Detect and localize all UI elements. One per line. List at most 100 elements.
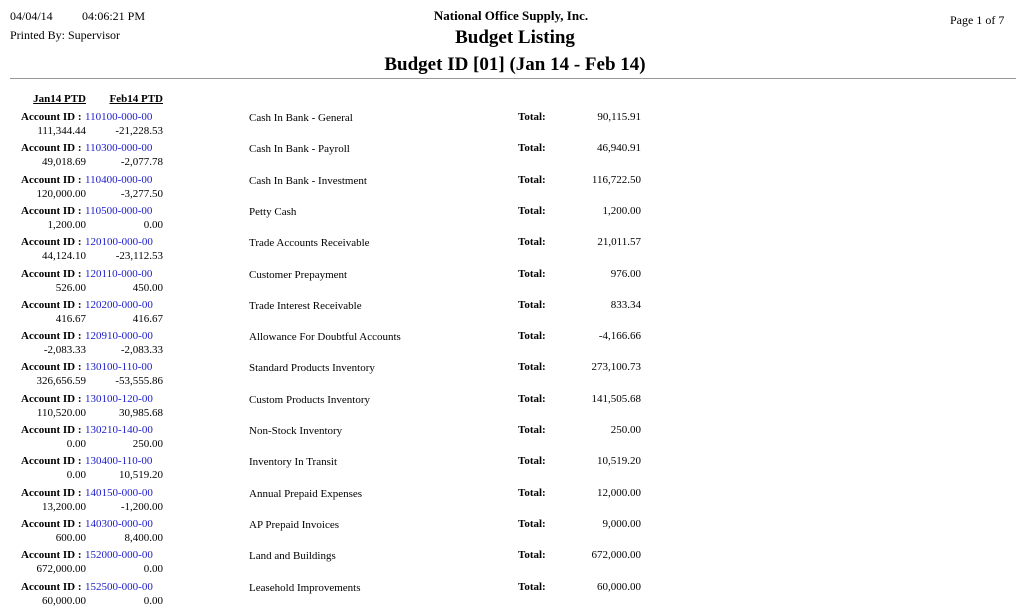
account-id-label: Account ID :: [21, 486, 82, 499]
total-label: Total:: [518, 580, 546, 593]
jan-ptd-value: 1,200.00: [47, 218, 87, 231]
total-label: Total:: [518, 236, 546, 249]
report-title: Budget Listing: [455, 27, 575, 48]
account-id-link[interactable]: 110100-000-00: [85, 111, 153, 123]
total-value: 976.00: [610, 267, 641, 280]
account-id-link[interactable]: 120200-000-00: [85, 298, 153, 311]
jan-ptd-value: 526.00: [55, 281, 86, 294]
total-value: 141,505.68: [591, 392, 642, 405]
table-row: Account ID :130210-140-00 0.00 250.00 Non-S…: [0, 424, 700, 455]
account-description: Cash In Bank - Payroll: [249, 143, 350, 156]
account-description: Non-Stock Inventory: [249, 425, 343, 437]
jan-ptd-value: 110,520.00: [36, 406, 86, 419]
print-time: 04:06:21 PM: [82, 9, 146, 23]
header-divider: [10, 78, 1016, 79]
account-id-link[interactable]: 110500-000-00: [85, 204, 153, 217]
jan-ptd-value: 416.67: [55, 312, 86, 325]
account-id-label: Account ID :: [21, 361, 82, 374]
account-id-label: Account ID :: [21, 517, 82, 530]
company-name: National Office Supply, Inc.: [433, 8, 589, 23]
account-id-link[interactable]: 130100-110-00: [85, 361, 153, 374]
account-id-link[interactable]: 120910-000-00: [85, 330, 153, 343]
account-id-label: Account ID :: [21, 549, 82, 562]
total-label: Total:: [518, 111, 546, 123]
account-id-link[interactable]: 130210-140-00: [85, 424, 153, 436]
printed-by: Printed By: Supervisor: [10, 28, 120, 42]
feb-ptd-value: -53,555.86: [115, 375, 163, 388]
account-id-link[interactable]: 152500-000-00: [85, 580, 153, 593]
account-description: Trade Interest Receivable: [249, 299, 362, 312]
account-id-link[interactable]: 140300-000-00: [85, 517, 153, 530]
jan-ptd-value: -2,083.33: [43, 344, 86, 357]
account-id-link[interactable]: 120110-000-00: [85, 267, 153, 280]
feb-ptd-value: 416.67: [132, 312, 163, 325]
total-value: 250.00: [610, 424, 641, 436]
total-value: 46,940.91: [597, 142, 641, 155]
jan-ptd-value: 49,018.69: [42, 156, 86, 169]
jan-ptd-value: 60,000.00: [42, 594, 86, 607]
total-label: Total:: [518, 424, 546, 436]
account-id-label: Account ID :: [21, 455, 82, 468]
total-label: Total:: [518, 267, 546, 280]
account-description: Cash In Bank - Investment: [249, 174, 367, 187]
feb-ptd-value: 8,400.00: [124, 531, 164, 544]
jan-ptd-value: 111,344.44: [37, 125, 86, 137]
jan-ptd-value: 120,000.00: [36, 187, 87, 200]
account-id-link[interactable]: 110400-000-00: [85, 173, 153, 186]
account-description: Customer Prepayment: [249, 268, 348, 281]
total-value: 90,115.91: [597, 111, 641, 123]
total-label: Total:: [518, 455, 546, 468]
account-id-link[interactable]: 130400-110-00: [85, 455, 153, 468]
page-indicator: Page 1 of 7: [950, 13, 1005, 27]
account-id-link[interactable]: 140150-000-00: [85, 486, 153, 499]
feb-ptd-value: -3,277.50: [120, 187, 163, 200]
feb-ptd-value: 450.00: [132, 281, 163, 294]
total-value: 9,000.00: [602, 517, 642, 530]
account-id-link[interactable]: 110300-000-00: [85, 142, 153, 155]
column-header-feb: Feb14 PTD: [109, 93, 163, 105]
feb-ptd-value: -1,200.00: [120, 500, 163, 513]
account-id-label: Account ID :: [21, 142, 82, 155]
total-label: Total:: [518, 486, 546, 499]
account-description: Standard Products Inventory: [249, 362, 375, 375]
total-label: Total:: [518, 517, 546, 530]
feb-ptd-value: -21,228.53: [115, 125, 163, 137]
total-label: Total:: [518, 173, 546, 186]
print-date: 04/04/14: [10, 9, 53, 23]
table-row: Account ID :130100-110-00 326,656.59 -53,5…: [0, 361, 700, 392]
total-value: -4,166.66: [598, 330, 641, 343]
table-row: Account ID :110100-000-00 111,344.44 -21,2…: [0, 111, 700, 142]
account-id-link[interactable]: 152000-000-00: [85, 549, 153, 562]
account-id-label: Account ID :: [21, 580, 82, 593]
account-description: Cash In Bank - General: [249, 112, 353, 124]
jan-ptd-value: 13,200.00: [42, 500, 86, 513]
total-value: 672,000.00: [591, 549, 642, 562]
jan-ptd-value: 600.00: [55, 531, 86, 544]
table-row: Account ID :110500-000-00 1,200.00 0.00 Pet…: [0, 205, 700, 236]
account-id-label: Account ID :: [21, 204, 82, 217]
total-value: 1,200.00: [602, 204, 642, 217]
table-row: Account ID :152000-000-00 672,000.00 0.00 L…: [0, 549, 700, 580]
table-row: Account ID :120200-000-00 416.67 416.67 Tra…: [0, 299, 700, 330]
total-label: Total:: [518, 549, 546, 562]
feb-ptd-value: 0.00: [143, 218, 163, 231]
account-id-link[interactable]: 130100-120-00: [85, 392, 153, 405]
total-value: 10,519.20: [597, 455, 641, 468]
feb-ptd-value: 250.00: [132, 438, 163, 450]
account-id-label: Account ID :: [21, 111, 82, 123]
account-id-label: Account ID :: [21, 424, 82, 436]
feb-ptd-value: -23,112.53: [115, 250, 163, 263]
column-header-jan: Jan14 PTD: [33, 93, 86, 105]
total-label: Total:: [518, 392, 546, 405]
total-label: Total:: [518, 142, 546, 155]
account-id-link[interactable]: 120100-000-00: [85, 236, 153, 249]
total-value: 833.34: [610, 298, 641, 311]
account-description: Petty Cash: [249, 205, 297, 218]
account-description: Allowance For Doubtful Accounts: [249, 331, 401, 344]
feb-ptd-value: 10,519.20: [119, 469, 163, 482]
feb-ptd-value: 30,985.68: [119, 406, 163, 419]
table-row: Account ID :140300-000-00 600.00 8,400.00 A…: [0, 518, 700, 549]
total-value: 273,100.73: [591, 361, 642, 374]
account-description: Trade Accounts Receivable: [249, 237, 370, 250]
total-label: Total:: [518, 204, 546, 217]
